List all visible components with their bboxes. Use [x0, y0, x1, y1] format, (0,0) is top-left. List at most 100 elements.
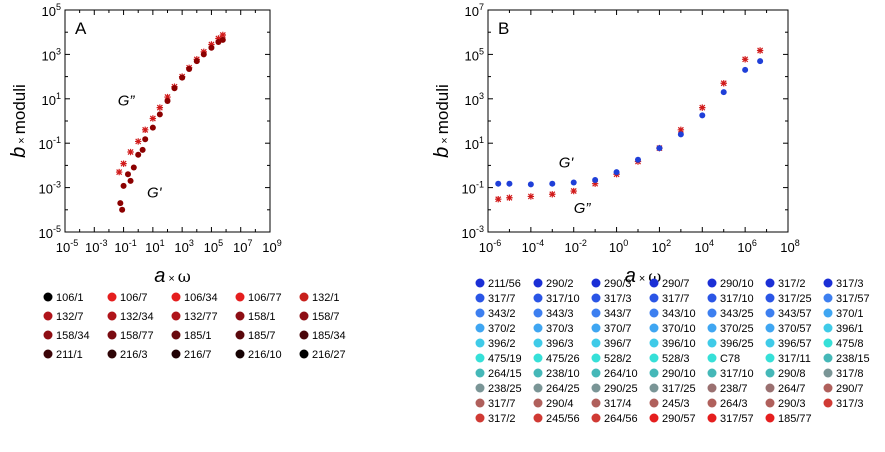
legend-marker: [591, 413, 601, 423]
data-point-cross: [741, 56, 749, 63]
y-tick-label-base: 10: [42, 48, 56, 63]
legend-label: 317/8: [836, 368, 864, 380]
data-point-cross: [208, 41, 215, 48]
data-point-cross: [506, 194, 513, 201]
data-point-cross: [142, 126, 149, 134]
legend-marker: [823, 293, 833, 303]
legend-marker: [299, 330, 309, 340]
data-point-circle: [635, 156, 641, 163]
y-tick-label-base: 10: [465, 137, 479, 152]
x-tick-label: 10-5: [56, 238, 78, 255]
y-tick-label-exp: -5: [53, 224, 61, 234]
legend-label: 317/11: [778, 353, 811, 365]
legend-marker: [649, 368, 659, 378]
x-tick-label: 10-6: [479, 238, 501, 255]
legend-marker: [591, 383, 601, 393]
legend-label: 317/4: [604, 398, 632, 410]
curve-annotation: G': [147, 185, 163, 202]
legend-marker: [591, 308, 601, 318]
x-tick-label: 10-2: [564, 238, 586, 255]
legend-marker: [43, 349, 53, 359]
plot-frame: [64, 9, 271, 233]
legend-marker: [171, 349, 181, 359]
legend-marker: [649, 293, 659, 303]
legend-marker: [475, 338, 485, 348]
data-point-circle: [757, 58, 764, 65]
legend-label: 216/27: [312, 349, 346, 361]
legend-marker: [765, 293, 775, 303]
legend-marker: [591, 338, 601, 348]
x-tick-label-exp: -1: [129, 238, 137, 248]
legend-marker: [533, 413, 543, 423]
data-point-cross: [215, 35, 222, 42]
y-tick-label: 107: [465, 2, 484, 19]
x-axis-label-times: ×: [168, 273, 174, 285]
legend-label: 290/4: [546, 398, 574, 410]
legend-marker: [591, 398, 601, 408]
data-point-cross: [164, 93, 171, 101]
data-point-circle: [549, 180, 556, 187]
y-axis-label-moduli: moduli: [10, 84, 29, 134]
legend-label: 317/3: [836, 278, 864, 290]
legend-label: 396/2: [488, 338, 516, 350]
legend-label: 106/77: [248, 292, 282, 304]
data-point-cross: [495, 196, 502, 203]
x-tick-label: 101: [145, 238, 164, 255]
x-tick-label-base: 10: [145, 240, 159, 255]
legend-marker: [707, 323, 717, 333]
legend-marker: [533, 368, 543, 378]
legend-label: 132/1: [312, 292, 340, 304]
legend-marker: [649, 338, 659, 348]
x-tick-label-exp: 2: [666, 238, 671, 248]
legend-label: 245/3: [662, 398, 690, 410]
x-tick-label: 102: [652, 238, 671, 255]
legend-marker: [299, 349, 309, 359]
legend-label: 396/7: [604, 338, 632, 350]
legend-label: 211/1: [56, 349, 83, 361]
data-point-circle: [156, 111, 163, 118]
data-point-circle: [219, 36, 226, 43]
data-point-circle: [613, 169, 620, 176]
legend-marker: [533, 398, 543, 408]
data-point-circle: [117, 200, 124, 207]
y-axis-label-times: ×: [439, 137, 451, 143]
y-axis-label-moduli: moduli: [433, 84, 452, 134]
legend-label: 370/25: [720, 323, 754, 335]
legend-marker: [591, 278, 601, 288]
legend-marker: [43, 292, 53, 302]
legend-label: 264/25: [546, 383, 580, 395]
legend-label: 211/56: [488, 278, 521, 290]
legend-label: 132/77: [184, 311, 218, 323]
x-tick-label: 106: [737, 238, 756, 255]
legend-label: 396/57: [778, 338, 812, 350]
legend-marker: [235, 349, 245, 359]
x-axis-label: a × ω: [154, 265, 191, 287]
x-tick-label-base: 10: [564, 240, 578, 255]
legend-label: 106/7: [120, 292, 148, 304]
data-point-cross: [677, 126, 685, 134]
legend-label: 317/3: [604, 293, 632, 305]
legend-label: 343/25: [720, 308, 754, 320]
legend-marker: [43, 311, 53, 321]
legend-marker: [649, 278, 659, 288]
data-point-cross: [756, 47, 764, 54]
x-tick-label-base: 10: [695, 240, 709, 255]
data-point-circle: [120, 182, 127, 189]
x-tick-label-exp: -6: [493, 238, 501, 248]
x-tick-label-base: 10: [737, 240, 751, 255]
legend-label: 264/15: [488, 368, 522, 380]
legend-marker: [823, 308, 833, 318]
legend-label: 290/2: [546, 278, 574, 290]
legend-label: 216/7: [184, 349, 212, 361]
legend-label: 317/2: [778, 278, 806, 290]
legend-label: 245/56: [546, 413, 580, 425]
series-layer: [495, 47, 764, 203]
legend-marker: [533, 323, 543, 333]
x-axis-label-omega: ω: [178, 267, 191, 286]
x-tick-label-exp: 8: [795, 238, 800, 248]
data-point-cross: [135, 138, 142, 145]
legend-label: 216/10: [248, 349, 282, 361]
legend-marker: [475, 398, 485, 408]
legend-label: 290/7: [662, 278, 690, 290]
